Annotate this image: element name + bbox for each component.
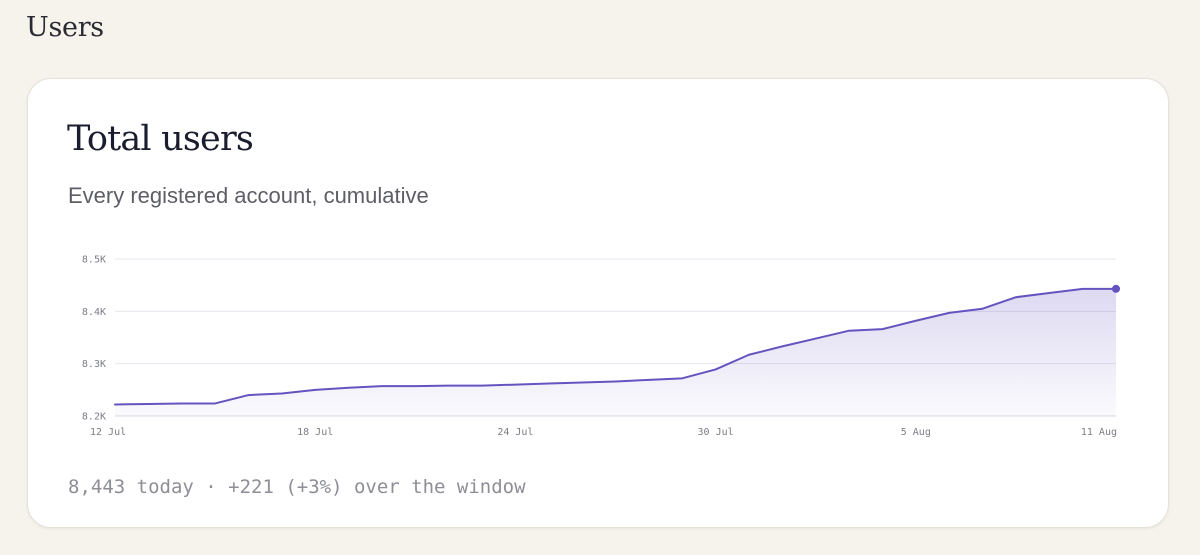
chart-axis-labels: 8.2K 8.3K 8.4K 8.5K 12 Jul 18 Jul 24 Jul 30 Jul… [82,255,1117,439]
total-users-card: Total users Every registered account, cu… [27,78,1169,528]
data-point [414,385,417,388]
data-point [214,402,217,405]
data-point [114,403,117,406]
last-data-point [1112,284,1120,293]
card-subtitle: Every registered account, cumulative [68,183,429,208]
series-line [114,287,1117,406]
data-point [280,392,283,395]
data-point [948,311,951,314]
total-users-chart: 8.2K 8.3K 8.4K 8.5K 12 Jul 18 Jul 24 Jul 30 Jul… [82,255,1120,439]
data-point [781,345,784,348]
x-tick-label: 5 Aug [901,427,931,438]
data-point [881,328,884,331]
x-tick-label: 11 Aug [1081,427,1117,438]
y-tick-label: 8.2K [82,412,106,423]
data-point [1014,296,1017,299]
data-point [1048,292,1051,295]
y-tick-label: 8.5K [82,255,106,266]
x-tick-label: 12 Jul [90,427,126,438]
y-tick-label: 8.3K [82,359,106,370]
data-point [180,402,183,405]
card-title: Total users [67,119,254,159]
series-area [115,288,1116,416]
data-point [247,394,250,397]
data-point [481,384,484,387]
data-point [814,337,817,340]
data-point [981,307,984,310]
data-point [681,377,684,380]
data-point [514,383,517,386]
data-point [547,382,550,385]
summary-footer: 8,443 today · +221 (+3%) over the window [68,476,526,498]
data-point [581,381,584,384]
chart-area-layer [114,284,1120,416]
x-tick-label: 18 Jul [297,427,333,438]
x-tick-label: 24 Jul [497,427,533,438]
y-tick-label: 8.4K [82,307,106,318]
data-point [1081,287,1084,290]
data-point [914,319,917,322]
data-point [747,353,750,356]
data-point [347,386,350,389]
x-tick-label: 30 Jul [698,427,734,438]
data-point [314,388,317,391]
data-point [380,385,383,388]
data-point [614,380,617,383]
data-point [447,384,450,387]
data-point [647,378,650,381]
data-point [147,402,150,405]
data-point [714,368,717,371]
data-point [848,329,851,332]
section-title: Users [26,12,104,43]
